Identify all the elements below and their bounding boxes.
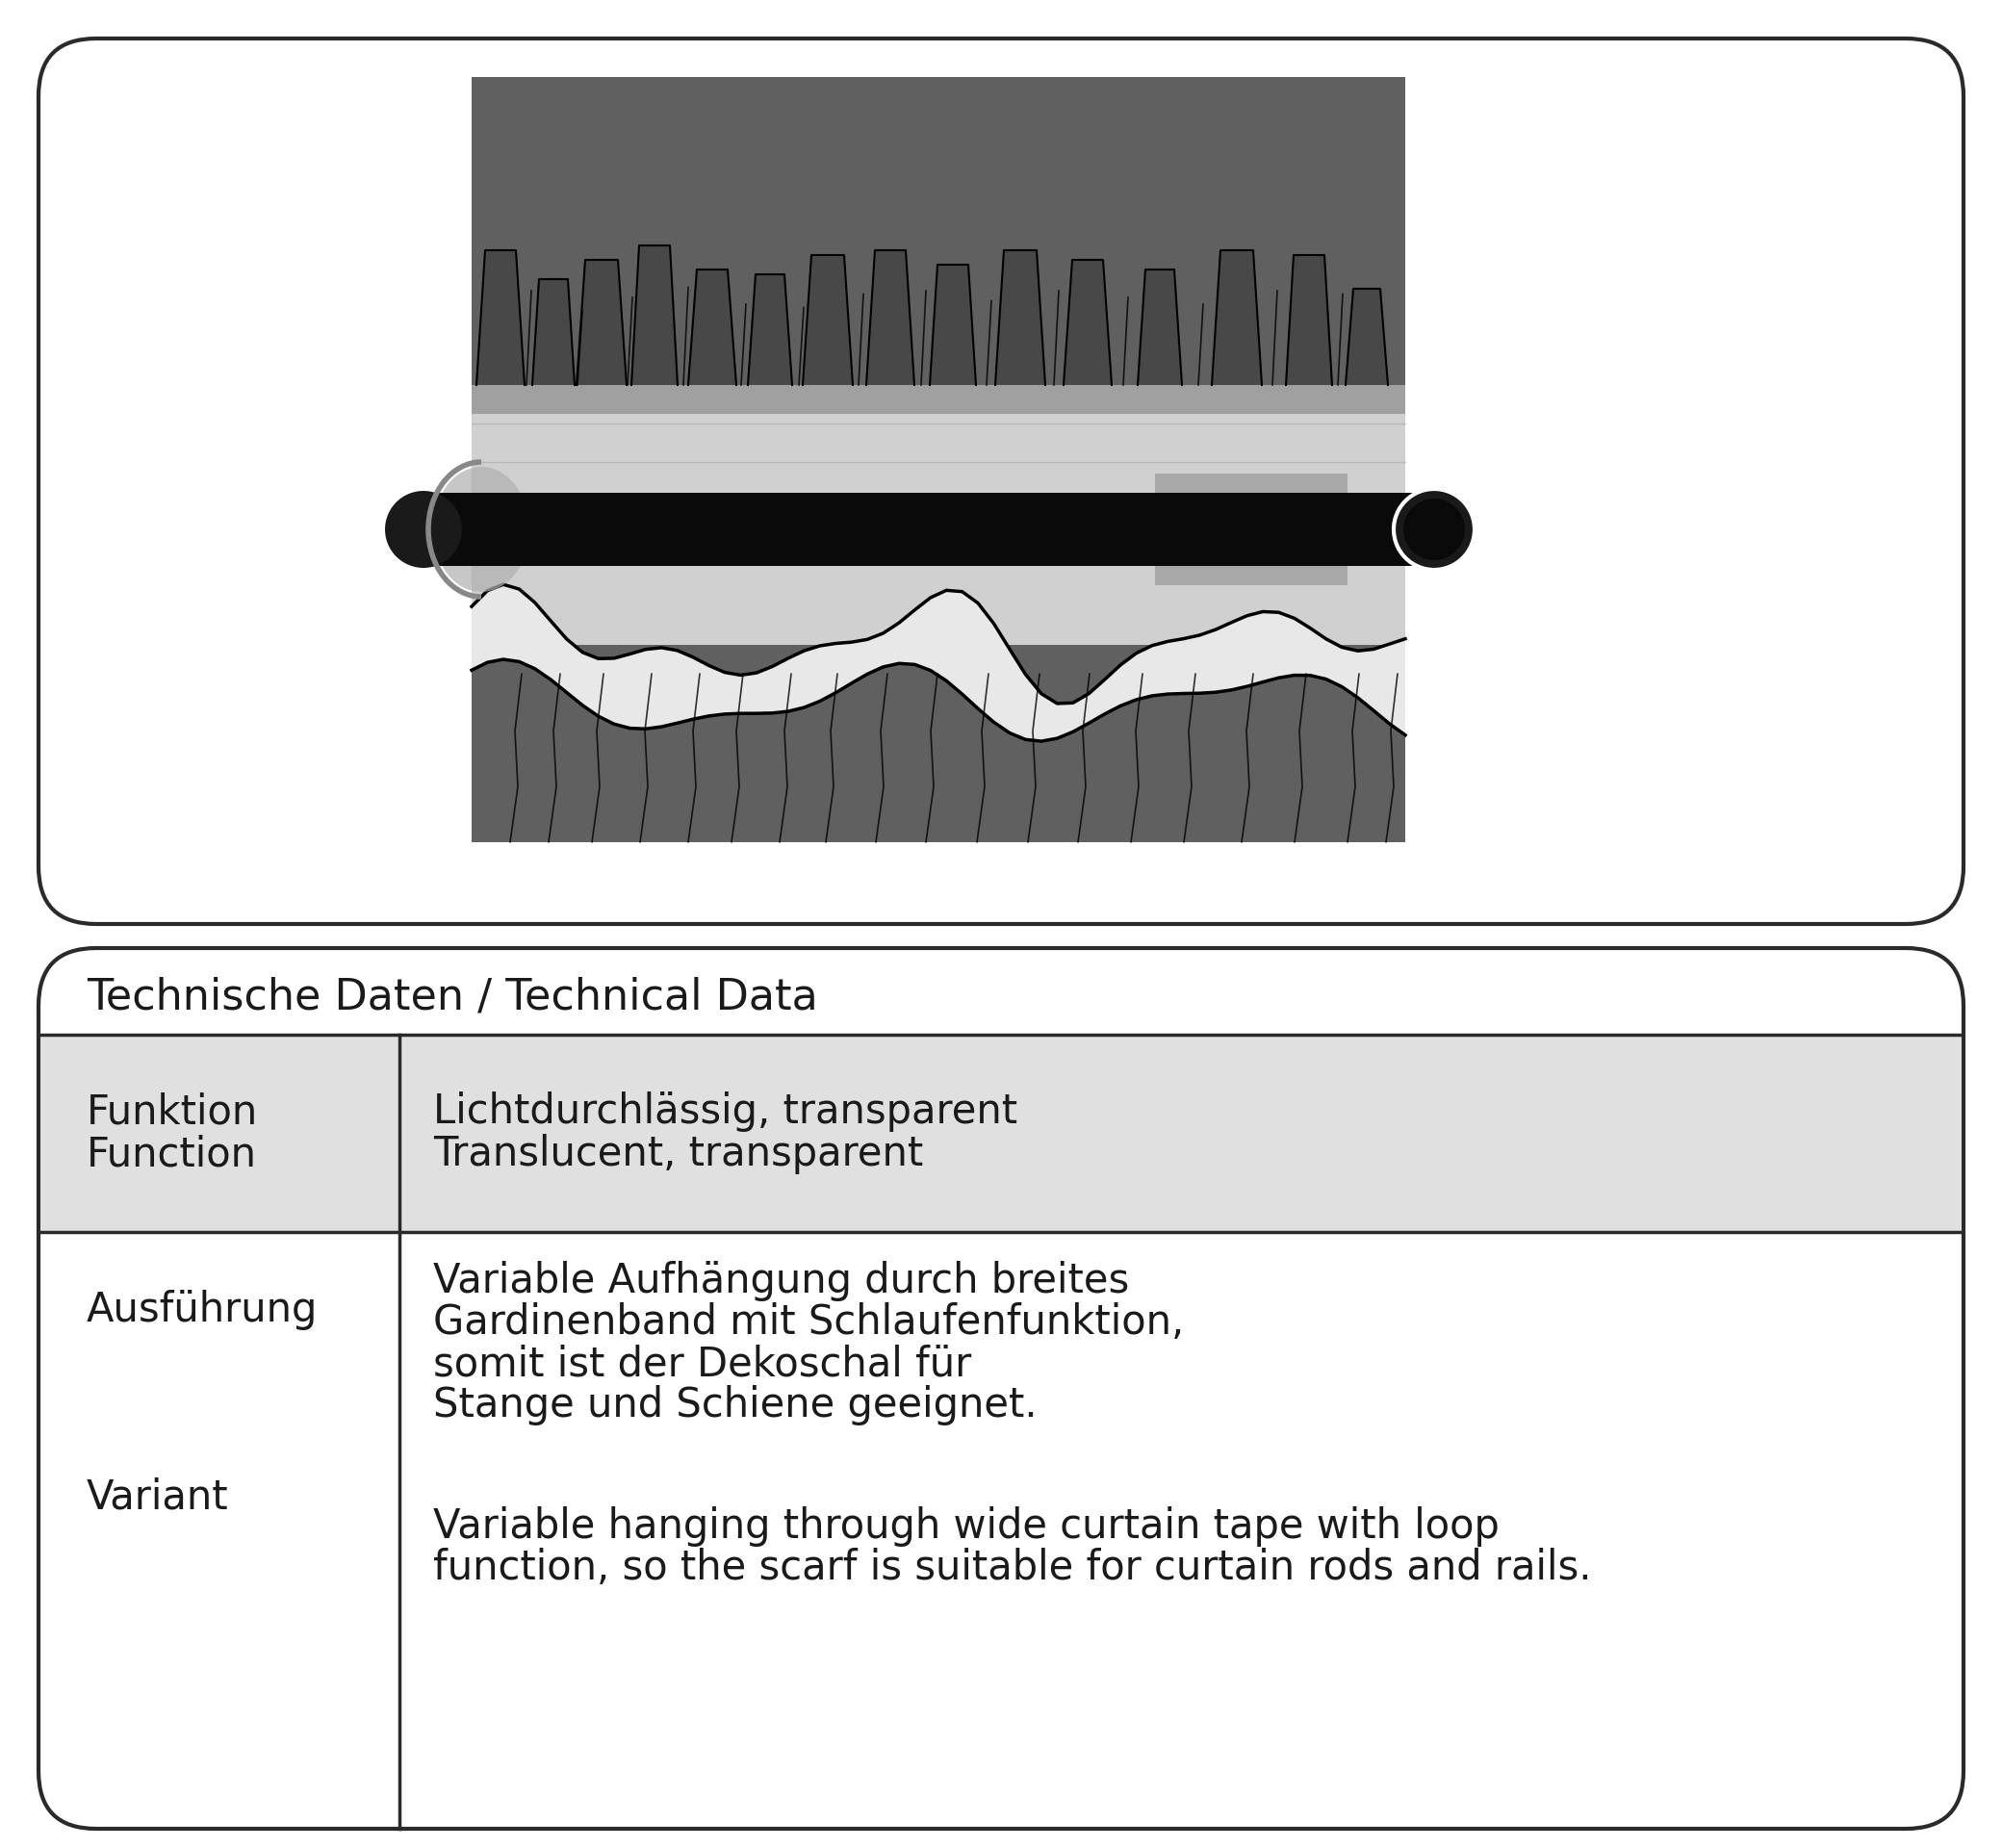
Text: Variable hanging through wide curtain tape with loop: Variable hanging through wide curtain ta…: [432, 1506, 1499, 1547]
Polygon shape: [867, 249, 915, 384]
Bar: [472, 78, 1405, 384]
Text: Stange und Schiene geeignet.: Stange und Schiene geeignet.: [432, 1384, 1037, 1425]
Ellipse shape: [432, 468, 529, 591]
Bar: [424, 493, 1433, 565]
Bar: [40, 1035, 1962, 1233]
Circle shape: [1403, 499, 1465, 560]
Polygon shape: [631, 246, 677, 384]
Bar: [1155, 473, 1347, 586]
Polygon shape: [476, 249, 525, 384]
Bar: [472, 384, 1405, 645]
Polygon shape: [749, 274, 793, 384]
Polygon shape: [1345, 288, 1387, 384]
Text: Ausführung: Ausführung: [86, 1290, 318, 1331]
Polygon shape: [1285, 255, 1331, 384]
Polygon shape: [1211, 249, 1261, 384]
Polygon shape: [1137, 270, 1181, 384]
Circle shape: [1393, 490, 1475, 569]
Text: Lichtdurchlässig, transparent: Lichtdurchlässig, transparent: [432, 1092, 1017, 1133]
Text: Translucent, transparent: Translucent, transparent: [432, 1135, 923, 1175]
Text: Technische Daten / Technical Data: Technische Daten / Technical Data: [86, 978, 819, 1018]
Text: function, so the scarf is suitable for curtain rods and rails.: function, so the scarf is suitable for c…: [432, 1549, 1592, 1587]
Text: Funktion: Funktion: [86, 1092, 258, 1133]
Text: somit ist der Dekoschal für: somit ist der Dekoschal für: [432, 1343, 971, 1384]
FancyBboxPatch shape: [38, 39, 1964, 924]
Circle shape: [384, 492, 462, 567]
Text: Variable Aufhängung durch breites: Variable Aufhängung durch breites: [432, 1260, 1129, 1301]
Polygon shape: [929, 264, 977, 384]
Polygon shape: [803, 255, 853, 384]
Text: Gardinenband mit Schlaufenfunktion,: Gardinenband mit Schlaufenfunktion,: [432, 1303, 1183, 1343]
Bar: [472, 78, 1405, 135]
FancyBboxPatch shape: [38, 948, 1964, 1830]
Text: Function: Function: [86, 1135, 256, 1175]
Polygon shape: [1063, 261, 1111, 384]
Bar: [472, 384, 1405, 414]
Polygon shape: [689, 270, 737, 384]
Polygon shape: [533, 279, 575, 384]
Polygon shape: [995, 249, 1045, 384]
Bar: [472, 78, 1405, 843]
Polygon shape: [472, 584, 1405, 741]
Polygon shape: [577, 261, 627, 384]
Text: Variant: Variant: [86, 1477, 228, 1517]
